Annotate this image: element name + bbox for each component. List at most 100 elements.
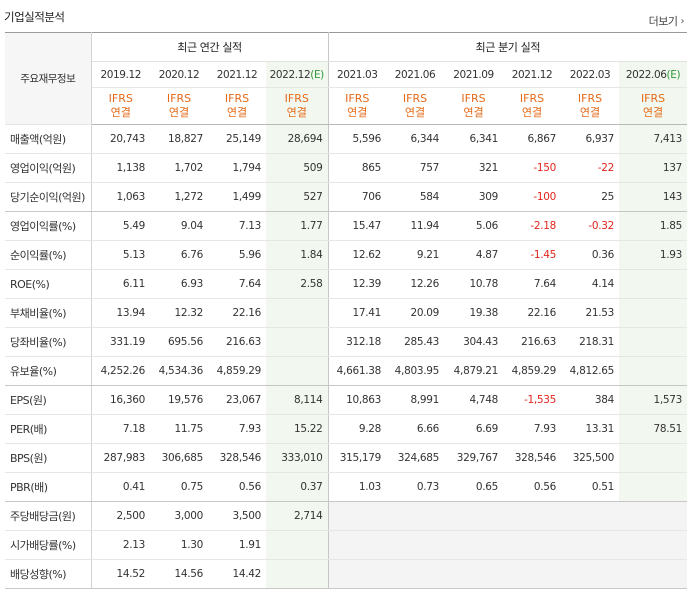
period-row: 2019.12 2020.12 2021.12 2022.12(E) 2021.03 20… — [5, 61, 688, 88]
accounting-standard: IFRS 연결 — [386, 87, 445, 125]
consolidated-label: 연결 — [579, 106, 601, 119]
period-label: 2022.12 — [269, 68, 311, 81]
value-cell: 4,879.21 — [444, 356, 504, 386]
value-cell: 1.30 — [150, 530, 208, 560]
value-cell — [327, 530, 387, 560]
value-cell: 4.87 — [444, 240, 504, 270]
accounting-standard: IFRS 연결 — [327, 87, 387, 125]
table-row: 주당배당금(원) 2,500 3,000 3,500 2,714 — [5, 501, 688, 531]
row-label: 배당성향(%) — [5, 559, 92, 589]
value-cell: 6.66 — [386, 414, 445, 444]
value-cell: 7,413 — [619, 124, 688, 154]
value-cell: 7.93 — [503, 414, 562, 444]
value-cell: 4.14 — [561, 269, 620, 299]
table-body: 매출액(억원) 20,743 18,827 25,149 28,694 5,596 6,34… — [5, 124, 688, 589]
value-cell: 6,344 — [386, 124, 445, 154]
value-cell: 0.75 — [150, 472, 208, 502]
value-cell — [444, 559, 504, 589]
consolidated-label: 연결 — [404, 106, 426, 119]
value-cell: 6.11 — [91, 269, 150, 299]
value-cell: 22.16 — [503, 298, 562, 328]
value-cell: 0.51 — [561, 472, 620, 502]
accounting-row: IFRS 연결 IFRS 연결 IFRS 연결 IFRS 연결 IFRS 연결 IFRS 연결 IFRS… — [5, 87, 688, 125]
value-cell — [503, 559, 562, 589]
value-cell: 4,859.29 — [208, 356, 266, 386]
row-label: EPS(원) — [5, 385, 92, 415]
period-header: 2019.12 — [91, 61, 150, 88]
value-cell: 321 — [444, 153, 504, 183]
period-label: 2021.06 — [394, 68, 436, 81]
row-label: 부채비율(%) — [5, 298, 92, 328]
value-cell: 5.13 — [91, 240, 150, 270]
value-cell: 1,499 — [208, 182, 266, 212]
value-cell: 285.43 — [386, 327, 445, 357]
value-cell: 1.91 — [208, 530, 266, 560]
table-head: 주요재무정보 최근 연간 실적 최근 분기 실적 2019.12 2020.12 2… — [5, 32, 688, 125]
value-cell: 0.56 — [208, 472, 266, 502]
accounting-standard: IFRS 연결 — [91, 87, 150, 125]
value-cell: 6.93 — [150, 269, 208, 299]
value-cell: 287,983 — [91, 443, 150, 473]
value-cell — [327, 559, 387, 589]
value-cell: 6,341 — [444, 124, 504, 154]
value-cell: 25 — [561, 182, 620, 212]
value-cell: 1.93 — [619, 240, 688, 270]
value-cell: 216.63 — [503, 327, 562, 357]
value-cell: 5,596 — [327, 124, 387, 154]
value-cell: 1.77 — [266, 211, 329, 241]
value-cell — [266, 298, 329, 328]
value-cell — [266, 327, 329, 357]
row-label: PBR(배) — [5, 472, 92, 502]
value-cell: 0.37 — [266, 472, 329, 502]
consolidated-label: 연결 — [521, 106, 543, 119]
value-cell — [619, 559, 688, 589]
period-label: 2021.12 — [511, 68, 553, 81]
value-cell: 15.22 — [266, 414, 329, 444]
value-cell: -100 — [503, 182, 562, 212]
value-cell: 6.76 — [150, 240, 208, 270]
table-row: PER(배) 7.18 11.75 7.93 15.22 9.28 6.66 6.69 7.93… — [5, 414, 688, 444]
value-cell: 2.58 — [266, 269, 329, 299]
value-cell: 17.41 — [327, 298, 387, 328]
row-label: PER(배) — [5, 414, 92, 444]
value-cell: 328,546 — [208, 443, 266, 473]
row-label: 유보율(%) — [5, 356, 92, 386]
value-cell — [619, 530, 688, 560]
value-cell: 2,500 — [91, 501, 150, 531]
value-cell: 509 — [266, 153, 329, 183]
table-row: 영업이익(억원) 1,138 1,702 1,794 509 865 757 321 -150-… — [5, 153, 688, 183]
ifrs-label: IFRS — [461, 92, 486, 105]
value-cell: 527 — [266, 182, 329, 212]
quarterly-group-header: 최근 분기 실적 — [327, 32, 688, 62]
ifrs-label: IFRS — [640, 92, 666, 105]
value-cell: -2.18 — [503, 211, 562, 241]
value-cell: 4,534.36 — [150, 356, 208, 386]
value-cell: 329,767 — [444, 443, 504, 473]
value-cell: 20,743 — [91, 124, 150, 154]
value-cell — [619, 327, 688, 357]
value-cell: 6,867 — [503, 124, 562, 154]
table-row: 당좌비율(%) 331.19 695.56 216.63 312.18 285.43 304… — [5, 327, 688, 357]
value-cell: 14.42 — [208, 559, 266, 589]
value-cell: 9.04 — [150, 211, 208, 241]
value-cell: 11.75 — [150, 414, 208, 444]
value-cell: 384 — [561, 385, 620, 415]
value-cell — [327, 501, 387, 531]
value-cell: 10.78 — [444, 269, 504, 299]
value-cell: 8,991 — [386, 385, 445, 415]
row-label: 당기순이익(억원) — [5, 182, 92, 212]
period-label: 2021.12 — [216, 68, 258, 81]
period-header: 2021.12 — [208, 61, 266, 88]
value-cell — [444, 501, 504, 531]
value-cell: 7.18 — [91, 414, 150, 444]
value-cell: 9.28 — [327, 414, 387, 444]
value-cell — [619, 356, 688, 386]
value-cell: 1,794 — [208, 153, 266, 183]
value-cell — [444, 530, 504, 560]
value-cell — [266, 559, 329, 589]
value-cell — [561, 530, 620, 560]
value-cell: 218.31 — [561, 327, 620, 357]
more-link[interactable]: 더보기 › — [649, 13, 685, 29]
value-cell — [503, 530, 562, 560]
value-cell: 2.13 — [91, 530, 150, 560]
